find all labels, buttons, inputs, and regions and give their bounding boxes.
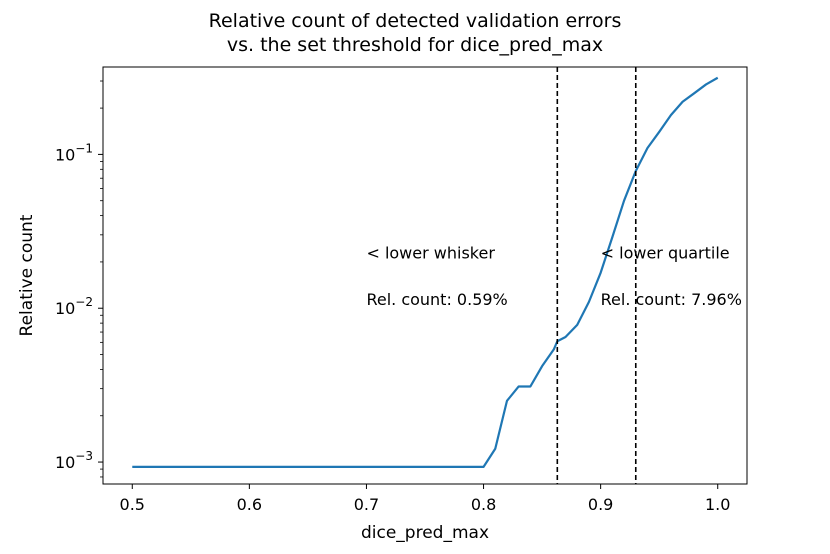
annotation-label: < lower quartile <box>601 244 730 263</box>
x-axis-label: dice_pred_max <box>361 523 489 543</box>
x-tick-label: 0.6 <box>237 495 262 514</box>
x-tick-label: 0.9 <box>588 495 613 514</box>
chart-title-line: Relative count of detected validation er… <box>209 10 622 32</box>
series-line <box>132 76 719 468</box>
chart-title: Relative count of detected validation er… <box>209 10 622 56</box>
y-tick-label: 10−1 <box>55 141 93 164</box>
chart-title-line: vs. the set threshold for dice_pred_max <box>227 34 603 56</box>
y-axis-label: Relative count <box>17 214 37 336</box>
annotation-rel-count: Rel. count: 0.59% <box>366 290 507 309</box>
axes-frame <box>102 66 748 485</box>
y-tick-exponent: −3 <box>75 449 93 463</box>
plot-area: 0.5 0.6 0.7 0.8 0.9 1.0 10−3 10−2 10−1 < lower wh… <box>55 67 742 514</box>
x-tick-label: 1.0 <box>705 495 730 514</box>
y-tick-label: 10−2 <box>55 295 93 318</box>
y-tick-label: 10−3 <box>55 449 93 472</box>
y-tick-exponent: −2 <box>75 295 93 309</box>
annotation-rel-count: Rel. count: 7.96% <box>601 290 742 309</box>
annotation-label: < lower whisker <box>366 244 495 263</box>
x-tick-label: 0.5 <box>120 495 145 514</box>
y-tick-exponent: −1 <box>75 141 93 155</box>
x-tick-label: 0.7 <box>354 495 379 514</box>
x-tick-label: 0.8 <box>471 495 496 514</box>
